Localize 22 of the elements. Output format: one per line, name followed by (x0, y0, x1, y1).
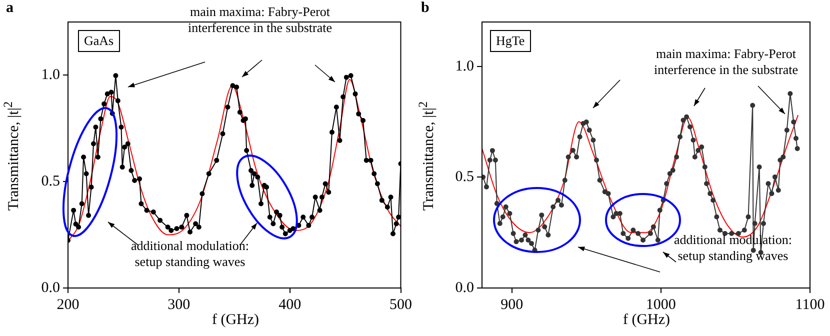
y-tick-label: 0.5 (41, 174, 60, 190)
chart-title: b (421, 0, 430, 17)
annotation: HgTe (490, 30, 531, 52)
chart-title: a (6, 0, 14, 17)
annotation: main maxima: Fabry-Perot interference in the substrate (652, 46, 799, 78)
x-tick-label: 500 (390, 296, 412, 313)
x-tick-label: 200 (56, 296, 80, 313)
x-tick-label: 400 (278, 296, 302, 313)
y-tick-label: 1.0 (455, 58, 474, 74)
y-tick-label: 0.0 (41, 280, 60, 296)
x-tick-label: 1000 (646, 296, 676, 313)
y-tick-label: 1.0 (41, 67, 60, 84)
y-tick-label: 0.0 (455, 280, 474, 296)
x-axis-title: f (GHz) (622, 312, 672, 329)
x-tick-label: 300 (168, 296, 190, 313)
x-axis-title: f (GHz) (210, 312, 260, 329)
y-tick-label: 0.5 (455, 169, 474, 186)
annotation: additional modulation: setup standing waves (130, 238, 250, 270)
annotation: GaAs (78, 30, 120, 52)
x-tick-label: 1100 (795, 296, 825, 313)
x-tick-label: 900 (500, 296, 524, 313)
annotation: main maxima: Fabry-Perot interference in the substrate (186, 4, 333, 36)
